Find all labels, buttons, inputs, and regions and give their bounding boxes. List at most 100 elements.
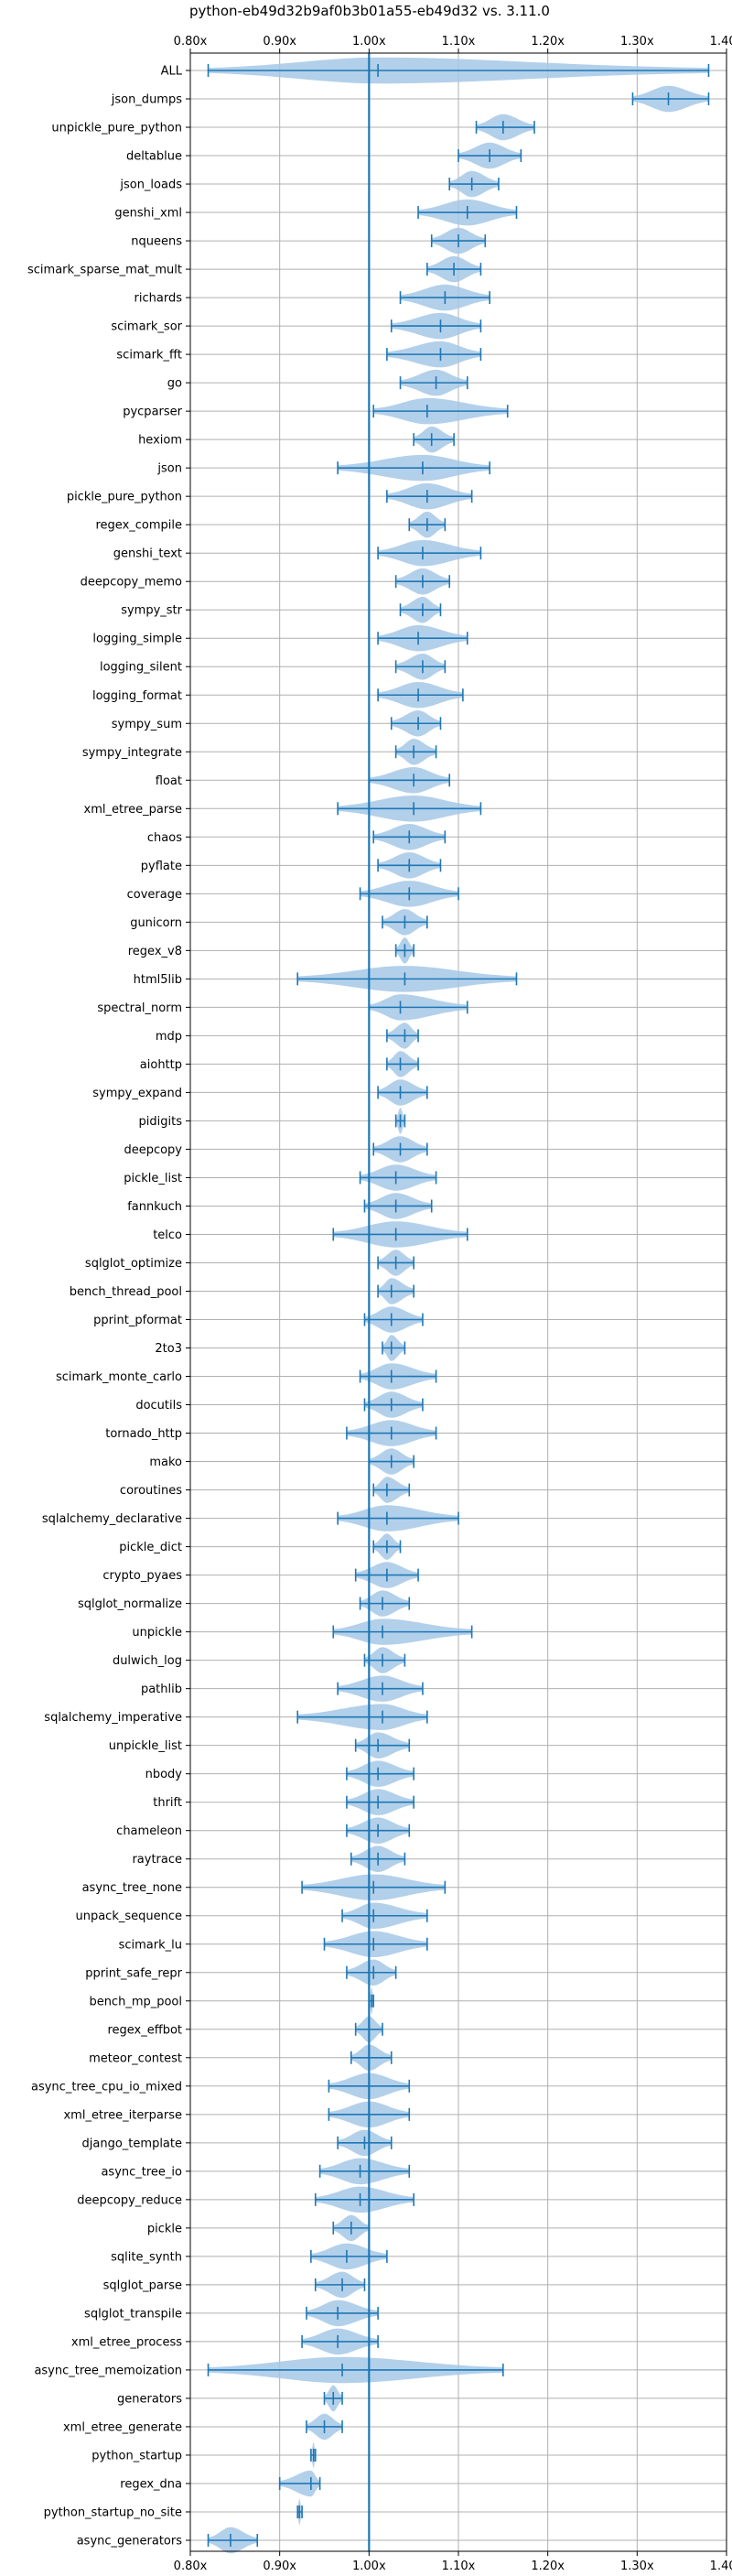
category-label: pidigits	[139, 1115, 183, 1129]
category-label: regex_v8	[128, 945, 182, 958]
x-tick-label-top: 1.10x	[442, 35, 476, 49]
category-label: regex_effbot	[107, 2023, 182, 2037]
category-label: deepcopy_memo	[81, 576, 182, 590]
category-label: sqlglot_parse	[103, 2278, 182, 2292]
category-label: json_loads	[119, 179, 182, 192]
category-label: generators	[117, 2392, 182, 2406]
category-label: sqlglot_normalize	[78, 1597, 182, 1611]
category-label: pickle_pure_python	[67, 491, 182, 504]
chart-title: python-eb49d32b9af0b3b01a55-eb49d32 vs. …	[189, 3, 550, 19]
category-label: python_startup_no_site	[44, 2506, 182, 2519]
x-tick-label-bottom: 1.20x	[531, 2560, 565, 2572]
x-tick-label-top: 1.40x	[710, 35, 732, 49]
category-label: raytrace	[132, 1853, 182, 1867]
category-label: chameleon	[116, 1824, 182, 1838]
category-label: spectral_norm	[97, 1001, 182, 1015]
category-label: sqlalchemy_imperative	[44, 1711, 182, 1725]
category-label: crypto_pyaes	[102, 1569, 182, 1583]
category-label: regex_compile	[95, 519, 182, 533]
category-label: pycparser	[123, 406, 182, 419]
category-label: hexiom	[138, 434, 182, 448]
category-label: scimark_sor	[111, 320, 182, 334]
x-tick-label-bottom: 1.10x	[442, 2560, 476, 2572]
category-label: pickle_dict	[119, 1541, 182, 1554]
category-label: sqlglot_transpile	[84, 2307, 182, 2321]
category-label: docutils	[135, 1399, 182, 1412]
category-label: deltablue	[126, 150, 182, 164]
category-label: sqlalchemy_declarative	[42, 1512, 182, 1526]
category-label: json_dumps	[111, 93, 182, 107]
category-label: sqlite_synth	[111, 2250, 182, 2264]
category-label: html5lib	[134, 973, 182, 987]
category-label: python_startup	[92, 2449, 182, 2462]
category-label: ALL	[161, 65, 183, 79]
category-label: deepcopy	[124, 1143, 182, 1157]
category-label: coverage	[127, 888, 182, 902]
category-label: pickle_list	[124, 1172, 182, 1185]
x-tick-label-top: 0.80x	[174, 35, 208, 49]
x-tick-label-top: 1.00x	[352, 35, 386, 49]
category-label: django_template	[82, 2137, 182, 2150]
category-label: logging_simple	[92, 633, 182, 646]
category-label: fannkuch	[127, 1200, 182, 1214]
grid-layer	[189, 53, 727, 2551]
category-label: sympy_integrate	[82, 746, 182, 760]
category-label: scimark_sparse_mat_mult	[27, 264, 182, 277]
category-label: aiohttp	[140, 1058, 182, 1072]
category-label: bench_thread_pool	[70, 1285, 182, 1299]
category-label: logging_silent	[100, 661, 182, 675]
category-label-layer: ALL json_dumps unpickle_pure_pythondeltabl…	[27, 65, 183, 2549]
category-label: thrift	[153, 1796, 182, 1810]
category-label: genshi_text	[113, 547, 182, 561]
category-label: pprint_safe_repr	[85, 1966, 182, 1980]
category-label: pathlib	[141, 1683, 182, 1696]
category-label: unpickle_pure_python	[51, 122, 182, 135]
x-tick-label-bottom: 1.30x	[620, 2560, 654, 2572]
category-label: pyflate	[141, 860, 182, 873]
category-label: tornado_http	[105, 1427, 182, 1441]
category-label: sqlglot_optimize	[85, 1257, 182, 1271]
x-tick-label-bottom: 1.40x	[710, 2560, 732, 2572]
category-label: gunicorn	[130, 916, 182, 930]
category-label: unpickle_list	[109, 1739, 182, 1753]
category-label: sympy_sum	[112, 718, 182, 731]
category-label: mdp	[156, 1030, 182, 1044]
category-label: richards	[135, 292, 183, 306]
category-label: async_tree_memoization	[34, 2364, 182, 2377]
category-label: async_tree_cpu_io_mixed	[31, 2080, 182, 2094]
category-label: telco	[153, 1228, 182, 1242]
category-label: pprint_pformat	[93, 1314, 182, 1327]
category-label: sympy_expand	[92, 1087, 182, 1100]
category-label: unpickle	[132, 1626, 182, 1640]
category-label: deepcopy_reduce	[77, 2193, 182, 2207]
category-label: unpack_sequence	[75, 1910, 182, 1923]
category-label: 2to3	[155, 1342, 182, 1356]
category-label: async_tree_io	[101, 2165, 182, 2179]
category-label: logging_format	[92, 689, 182, 703]
category-label: scimark_monte_carlo	[56, 1370, 182, 1384]
category-label: xml_etree_generate	[63, 2420, 182, 2434]
x-tick-label-top: 1.20x	[531, 35, 565, 49]
category-label: float	[156, 774, 182, 788]
category-label: sympy_str	[121, 604, 182, 618]
category-label: chaos	[147, 831, 182, 845]
category-label: meteor_contest	[89, 2051, 182, 2065]
category-label: genshi_xml	[114, 207, 182, 221]
x-tick-label-bottom: 0.80x	[174, 2560, 208, 2572]
category-label: coroutines	[120, 1484, 182, 1498]
x-tick-label-top: 0.90x	[263, 35, 296, 49]
x-tick-label-bottom: 1.00x	[352, 2560, 386, 2572]
category-label: nbody	[145, 1768, 183, 1781]
category-label: go	[167, 377, 182, 391]
category-label: xml_etree_iterparse	[63, 2108, 182, 2122]
stat-layer	[207, 64, 710, 2547]
category-label: async_tree_none	[82, 1881, 182, 1895]
category-label: xml_etree_parse	[84, 803, 182, 817]
category-label: nqueens	[131, 235, 182, 249]
category-label: json	[156, 462, 182, 476]
category-label: xml_etree_process	[71, 2335, 182, 2349]
category-label: scimark_lu	[119, 1938, 182, 1952]
x-tick-label-bottom: 0.90x	[263, 2560, 296, 2572]
tick-layer: 0.80x 0.80x 0.90x 0.90x 1.00x 1.00x 1.10x 1.10x…	[174, 35, 732, 2573]
